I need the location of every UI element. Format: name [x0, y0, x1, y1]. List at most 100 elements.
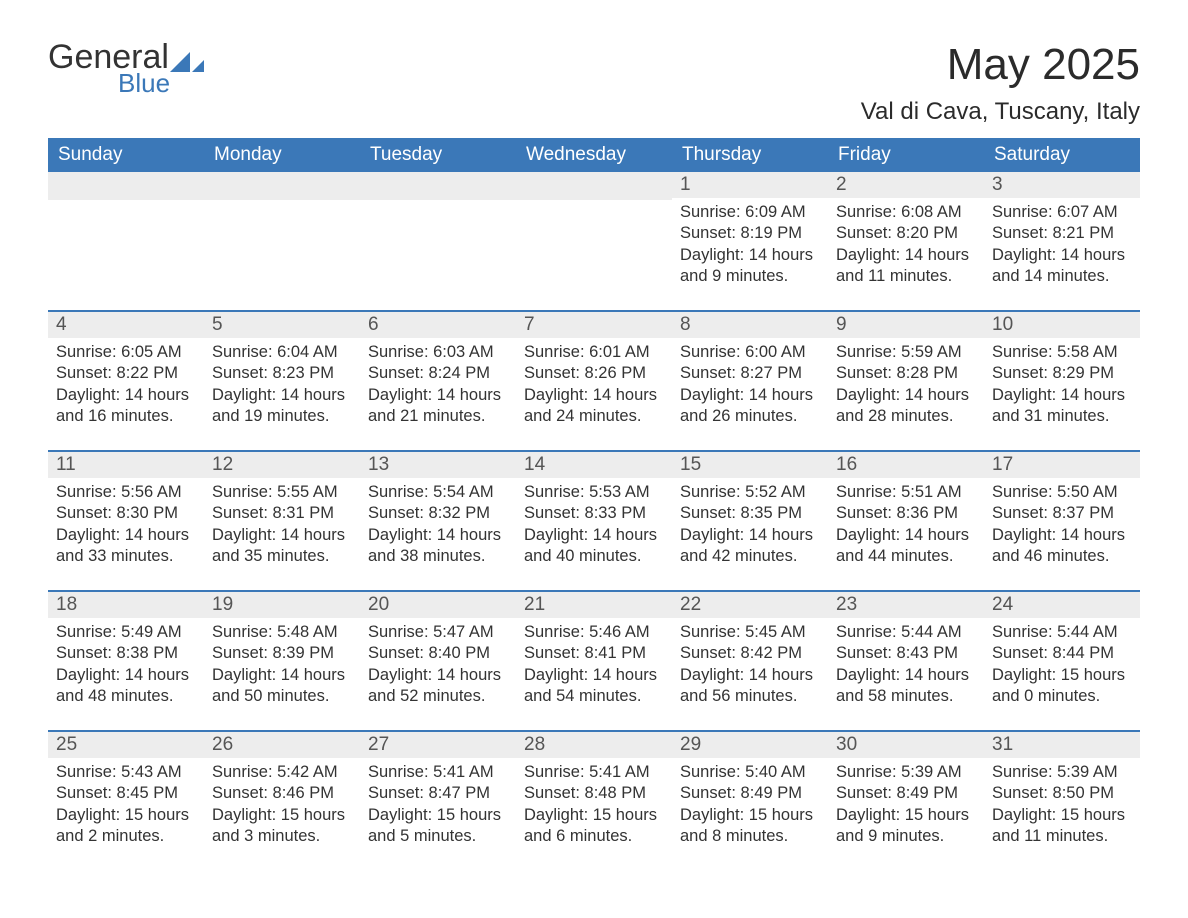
- empty-cell: [516, 172, 672, 298]
- sunset-line: Sunset: 8:19 PM: [680, 223, 820, 244]
- daylight-line: Daylight: 15 hours and 5 minutes.: [368, 805, 508, 848]
- day-details: Sunrise: 6:07 AMSunset: 8:21 PMDaylight:…: [984, 198, 1140, 288]
- daylight-line: Daylight: 14 hours and 21 minutes.: [368, 385, 508, 428]
- sunset-line: Sunset: 8:50 PM: [992, 783, 1132, 804]
- day-cell: 11Sunrise: 5:56 AMSunset: 8:30 PMDayligh…: [48, 452, 204, 578]
- sunset-line: Sunset: 8:39 PM: [212, 643, 352, 664]
- day-details: Sunrise: 5:47 AMSunset: 8:40 PMDaylight:…: [360, 618, 516, 708]
- sunrise-line: Sunrise: 5:41 AM: [524, 762, 664, 783]
- sunrise-line: Sunrise: 6:09 AM: [680, 202, 820, 223]
- day-cell: 3Sunrise: 6:07 AMSunset: 8:21 PMDaylight…: [984, 172, 1140, 298]
- sunrise-line: Sunrise: 5:48 AM: [212, 622, 352, 643]
- day-cell: 5Sunrise: 6:04 AMSunset: 8:23 PMDaylight…: [204, 312, 360, 438]
- sunset-line: Sunset: 8:21 PM: [992, 223, 1132, 244]
- day-cell: 24Sunrise: 5:44 AMSunset: 8:44 PMDayligh…: [984, 592, 1140, 718]
- week-row: 25Sunrise: 5:43 AMSunset: 8:45 PMDayligh…: [48, 730, 1140, 858]
- day-cell: 20Sunrise: 5:47 AMSunset: 8:40 PMDayligh…: [360, 592, 516, 718]
- sunrise-line: Sunrise: 5:46 AM: [524, 622, 664, 643]
- sunset-line: Sunset: 8:24 PM: [368, 363, 508, 384]
- day-number: 18: [48, 592, 204, 618]
- day-cell: 2Sunrise: 6:08 AMSunset: 8:20 PMDaylight…: [828, 172, 984, 298]
- day-header: Tuesday: [360, 138, 516, 172]
- day-number: 21: [516, 592, 672, 618]
- sunrise-line: Sunrise: 5:51 AM: [836, 482, 976, 503]
- day-details: Sunrise: 5:55 AMSunset: 8:31 PMDaylight:…: [204, 478, 360, 568]
- daylight-line: Daylight: 14 hours and 50 minutes.: [212, 665, 352, 708]
- sunset-line: Sunset: 8:26 PM: [524, 363, 664, 384]
- daylight-line: Daylight: 14 hours and 31 minutes.: [992, 385, 1132, 428]
- day-details: Sunrise: 5:40 AMSunset: 8:49 PMDaylight:…: [672, 758, 828, 848]
- month-title: May 2025: [861, 40, 1140, 90]
- daylight-line: Daylight: 14 hours and 58 minutes.: [836, 665, 976, 708]
- sunset-line: Sunset: 8:42 PM: [680, 643, 820, 664]
- sunset-line: Sunset: 8:46 PM: [212, 783, 352, 804]
- sunset-line: Sunset: 8:22 PM: [56, 363, 196, 384]
- day-number: 2: [828, 172, 984, 198]
- day-details: Sunrise: 6:00 AMSunset: 8:27 PMDaylight:…: [672, 338, 828, 428]
- empty-cell: [360, 172, 516, 298]
- sunrise-line: Sunrise: 5:41 AM: [368, 762, 508, 783]
- day-cell: 25Sunrise: 5:43 AMSunset: 8:45 PMDayligh…: [48, 732, 204, 858]
- day-number: 4: [48, 312, 204, 338]
- sunset-line: Sunset: 8:36 PM: [836, 503, 976, 524]
- sunrise-line: Sunrise: 5:44 AM: [992, 622, 1132, 643]
- day-number: 1: [672, 172, 828, 198]
- day-number: [204, 172, 360, 200]
- day-number: 9: [828, 312, 984, 338]
- sunrise-line: Sunrise: 5:50 AM: [992, 482, 1132, 503]
- sunset-line: Sunset: 8:33 PM: [524, 503, 664, 524]
- day-cell: 26 Sunrise: 5:42 AMSunset: 8:46 PMDayligh…: [204, 732, 360, 858]
- daylight-line: Daylight: 15 hours and 3 minutes.: [212, 805, 352, 848]
- day-details: Sunrise: 5:51 AMSunset: 8:36 PMDaylight:…: [828, 478, 984, 568]
- title-block: May 2025 Val di Cava, Tuscany, Italy: [861, 40, 1140, 126]
- daylight-line: Daylight: 14 hours and 24 minutes.: [524, 385, 664, 428]
- sunrise-line: Sunrise: 5:42 AM: [212, 762, 352, 783]
- week-row: 1Sunrise: 6:09 AMSunset: 8:19 PMDaylight…: [48, 172, 1140, 298]
- day-details: Sunrise: 6:04 AMSunset: 8:23 PMDaylight:…: [204, 338, 360, 428]
- day-header-row: SundayMondayTuesdayWednesdayThursdayFrid…: [48, 138, 1140, 172]
- logo-word-blue: Blue: [118, 70, 170, 96]
- sunrise-line: Sunrise: 6:05 AM: [56, 342, 196, 363]
- sunset-line: Sunset: 8:45 PM: [56, 783, 196, 804]
- day-details: Sunrise: 6:03 AMSunset: 8:24 PMDaylight:…: [360, 338, 516, 428]
- daylight-line: Daylight: 14 hours and 48 minutes.: [56, 665, 196, 708]
- daylight-line: Daylight: 14 hours and 40 minutes.: [524, 525, 664, 568]
- daylight-line: Daylight: 14 hours and 38 minutes.: [368, 525, 508, 568]
- day-number: 26: [204, 732, 360, 758]
- day-number: 16: [828, 452, 984, 478]
- sunset-line: Sunset: 8:48 PM: [524, 783, 664, 804]
- sunrise-line: Sunrise: 6:04 AM: [212, 342, 352, 363]
- daylight-line: Daylight: 14 hours and 54 minutes.: [524, 665, 664, 708]
- day-cell: 6Sunrise: 6:03 AMSunset: 8:24 PMDaylight…: [360, 312, 516, 438]
- daylight-line: Daylight: 14 hours and 11 minutes.: [836, 245, 976, 288]
- sunrise-line: Sunrise: 5:39 AM: [836, 762, 976, 783]
- sunset-line: Sunset: 8:32 PM: [368, 503, 508, 524]
- day-details: Sunrise: 6:09 AMSunset: 8:19 PMDaylight:…: [672, 198, 828, 288]
- day-cell: 1Sunrise: 6:09 AMSunset: 8:19 PMDaylight…: [672, 172, 828, 298]
- day-details: Sunrise: 5:39 AMSunset: 8:50 PMDaylight:…: [984, 758, 1140, 848]
- week-row: 11Sunrise: 5:56 AMSunset: 8:30 PMDayligh…: [48, 450, 1140, 578]
- weeks-container: 1Sunrise: 6:09 AMSunset: 8:19 PMDaylight…: [48, 172, 1140, 858]
- sunrise-line: Sunrise: 5:43 AM: [56, 762, 196, 783]
- sunrise-line: Sunrise: 5:56 AM: [56, 482, 196, 503]
- sunset-line: Sunset: 8:27 PM: [680, 363, 820, 384]
- sunset-line: Sunset: 8:38 PM: [56, 643, 196, 664]
- day-number: 10: [984, 312, 1140, 338]
- day-number: 5: [204, 312, 360, 338]
- day-details: Sunrise: 5:59 AMSunset: 8:28 PMDaylight:…: [828, 338, 984, 428]
- sunrise-line: Sunrise: 5:53 AM: [524, 482, 664, 503]
- day-number: 19: [204, 592, 360, 618]
- sunset-line: Sunset: 8:49 PM: [680, 783, 820, 804]
- sunrise-line: Sunrise: 5:39 AM: [992, 762, 1132, 783]
- day-cell: 22Sunrise: 5:45 AMSunset: 8:42 PMDayligh…: [672, 592, 828, 718]
- logo: General Blue: [48, 40, 204, 96]
- sunrise-line: Sunrise: 5:59 AM: [836, 342, 976, 363]
- sunset-line: Sunset: 8:30 PM: [56, 503, 196, 524]
- day-cell: 16Sunrise: 5:51 AMSunset: 8:36 PMDayligh…: [828, 452, 984, 578]
- day-header: Sunday: [48, 138, 204, 172]
- day-number: 22: [672, 592, 828, 618]
- day-details: Sunrise: 6:01 AMSunset: 8:26 PMDaylight:…: [516, 338, 672, 428]
- day-cell: 28Sunrise: 5:41 AMSunset: 8:48 PMDayligh…: [516, 732, 672, 858]
- day-number: 27: [360, 732, 516, 758]
- daylight-line: Daylight: 14 hours and 16 minutes.: [56, 385, 196, 428]
